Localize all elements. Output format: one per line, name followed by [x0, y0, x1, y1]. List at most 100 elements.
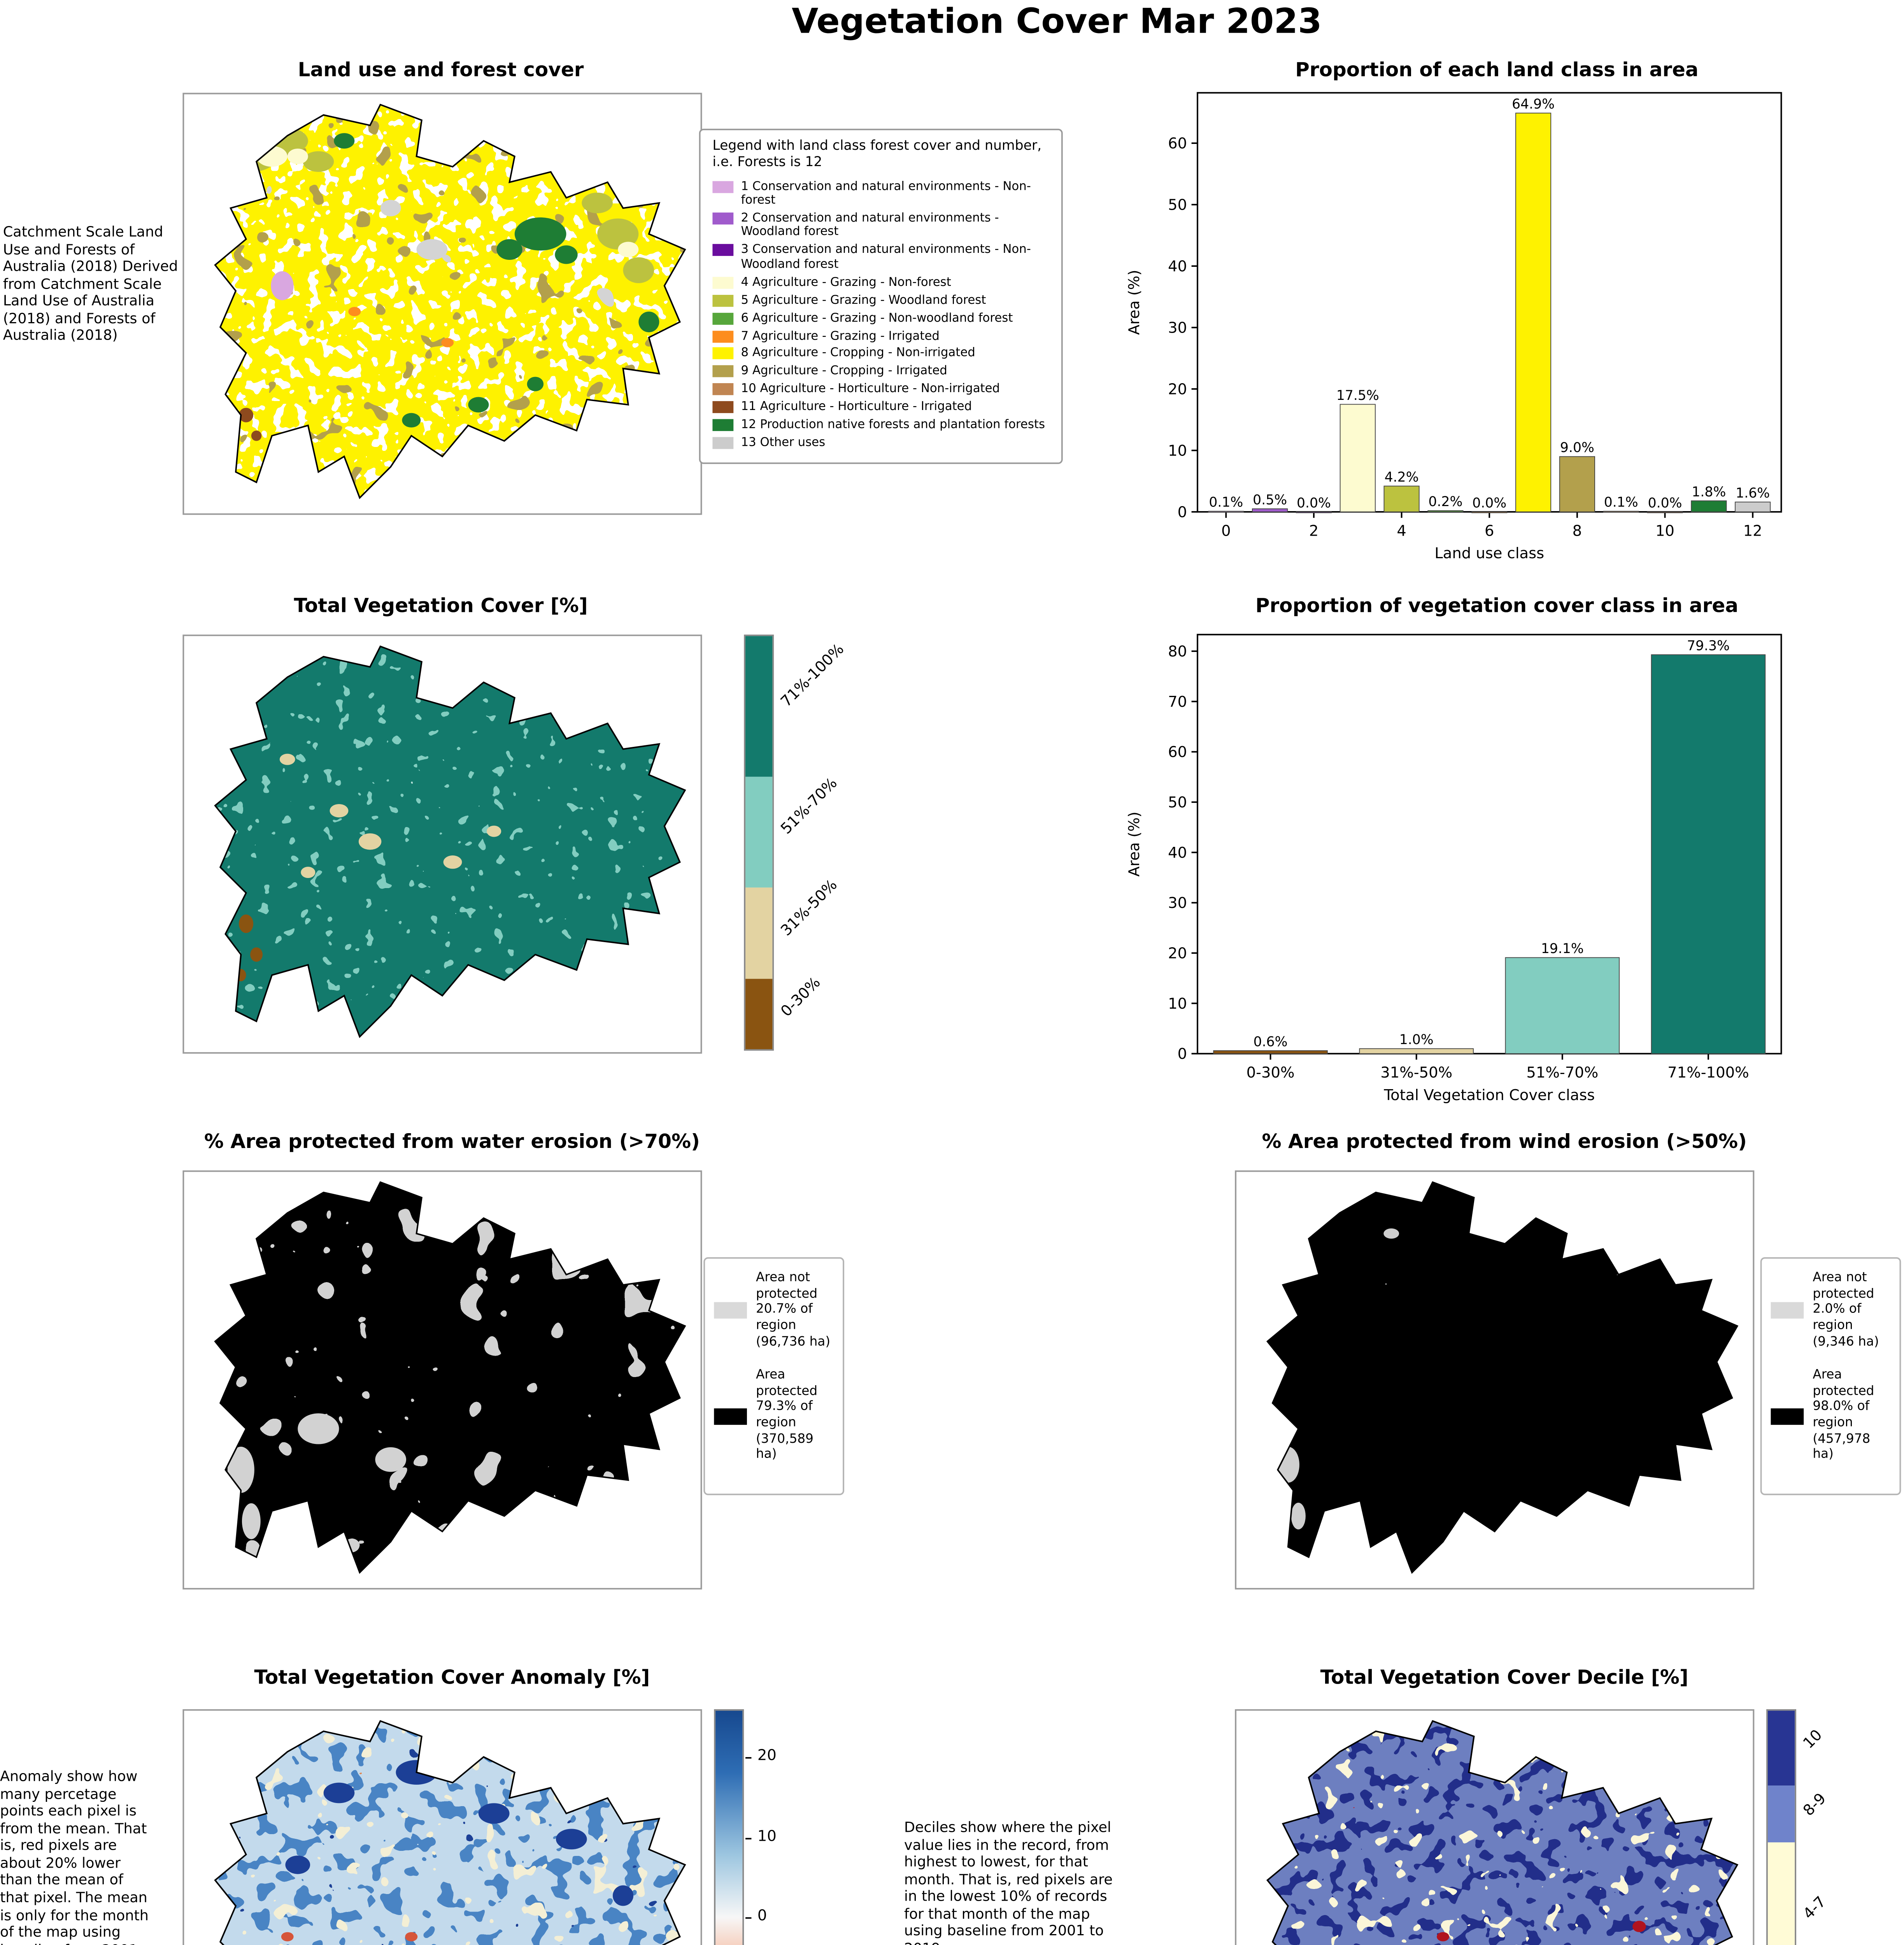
vegcover-map	[182, 634, 702, 1054]
legend-label: 12 Production native forests and plantat…	[741, 418, 1045, 431]
legend-label: 8 Agriculture - Cropping - Non-irrigated	[741, 346, 975, 360]
vegcover-map-title: Total Vegetation Cover [%]	[294, 596, 588, 619]
svg-text:0.1%: 0.1%	[1604, 495, 1638, 510]
svg-text:0.1%: 0.1%	[1209, 495, 1243, 510]
svg-text:8: 8	[1573, 522, 1582, 540]
svg-text:0: 0	[1178, 503, 1187, 521]
svg-text:12: 12	[1743, 522, 1762, 540]
legend-swatch	[712, 276, 734, 289]
svg-text:0: 0	[1178, 1045, 1187, 1063]
colorbar-segment	[745, 636, 773, 777]
legend-swatch	[714, 1302, 747, 1319]
legend-swatch	[712, 244, 734, 257]
legend-label: 6 Agriculture - Grazing - Non-woodland f…	[741, 310, 1013, 324]
landclass-chart-title: Proportion of each land class in area	[1295, 60, 1699, 82]
svg-text:20: 20	[1168, 380, 1187, 398]
svg-text:Total Vegetation Cover class: Total Vegetation Cover class	[1383, 1086, 1595, 1104]
legend-item: 6 Agriculture - Grazing - Non-woodland f…	[712, 311, 1049, 325]
landuse-legend: Legend with land class forest cover and …	[699, 128, 1063, 464]
legend-item: 4 Agriculture - Grazing - Non-forest	[712, 275, 1049, 289]
legend-swatch	[712, 294, 734, 307]
svg-text:4.2%: 4.2%	[1385, 470, 1419, 485]
legend-swatch	[712, 384, 734, 396]
svg-text:Land use class: Land use class	[1434, 545, 1544, 562]
water-erosion-legend: Area not protected 20.7% of region (96,7…	[703, 1257, 844, 1495]
legend-label: 5 Agriculture - Grazing - Woodland fores…	[741, 293, 986, 307]
legend-item: 9 Agriculture - Cropping - Irrigated	[712, 364, 1049, 378]
svg-text:4: 4	[1397, 522, 1406, 540]
svg-text:10: 10	[1655, 522, 1674, 540]
legend-item: Area not protected 2.0% of region (9,346…	[1771, 1271, 1891, 1350]
wind-erosion-legend: Area not protected 2.0% of region (9,346…	[1760, 1257, 1901, 1495]
svg-text:20: 20	[1168, 944, 1187, 962]
svg-text:0: 0	[1221, 522, 1231, 540]
anomaly-colorbar	[714, 1709, 744, 1945]
legend-label: 7 Agriculture - Grazing - Irrigated	[741, 328, 940, 342]
colorbar-tick-label: 20	[757, 1748, 777, 1765]
legend-item: 13 Other uses	[712, 436, 1049, 450]
svg-text:0-30%: 0-30%	[1247, 1064, 1295, 1081]
decile-map	[1235, 1709, 1755, 1945]
colorbar-segment	[1767, 1785, 1795, 1843]
svg-text:50: 50	[1168, 794, 1187, 811]
legend-label: Area protected 79.3% of region (370,589 …	[756, 1368, 818, 1463]
colorbar-segment	[1767, 1843, 1795, 1945]
legend-item: 5 Agriculture - Grazing - Woodland fores…	[712, 293, 1049, 307]
svg-text:0.5%: 0.5%	[1253, 492, 1287, 508]
legend-swatch	[712, 437, 734, 449]
svg-text:60: 60	[1168, 135, 1187, 152]
legend-label: Area protected 98.0% of region (457,978 …	[1813, 1368, 1874, 1463]
svg-text:31%-50%: 31%-50%	[1380, 1064, 1452, 1081]
colorbar-tick-label: 10	[757, 1828, 777, 1845]
legend-item: Area protected 79.3% of region (370,589 …	[714, 1368, 834, 1463]
legend-item: Area protected 98.0% of region (457,978 …	[1771, 1368, 1891, 1463]
svg-text:64.9%: 64.9%	[1512, 96, 1555, 112]
svg-text:0.0%: 0.0%	[1648, 495, 1682, 511]
legend-label: 13 Other uses	[741, 436, 826, 449]
svg-text:0.2%: 0.2%	[1428, 494, 1462, 510]
svg-text:30: 30	[1168, 319, 1187, 336]
svg-text:80: 80	[1168, 643, 1187, 660]
legend-item: 3 Conservation and natural environments …	[712, 243, 1049, 272]
colorbar-label: 10	[1801, 1727, 1826, 1753]
legend-label: Area not protected 20.7% of region (96,7…	[756, 1270, 831, 1349]
legend-swatch	[1771, 1407, 1804, 1424]
svg-text:40: 40	[1168, 844, 1187, 862]
colorbar-label: 51%-70%	[778, 775, 841, 838]
legend-label: 4 Agriculture - Grazing - Non-forest	[741, 275, 951, 289]
vegclass-chart-title: Proportion of vegetation cover class in …	[1255, 596, 1739, 619]
landuse-map	[182, 93, 702, 515]
vegcover-colorbar-labels: 71%-100% 51%-70% 31%-50% 0-30%	[778, 634, 874, 1051]
landuse-map-title: Land use and forest cover	[298, 60, 584, 82]
landuse-legend-items: 1 Conservation and natural environments …	[712, 179, 1049, 450]
colorbar-label: 71%-100%	[778, 642, 848, 711]
legend-swatch	[712, 212, 734, 225]
svg-text:6: 6	[1485, 522, 1494, 540]
svg-text:2: 2	[1309, 522, 1318, 540]
svg-text:10: 10	[1168, 442, 1187, 459]
svg-text:0.0%: 0.0%	[1472, 495, 1506, 511]
legend-swatch	[712, 401, 734, 414]
svg-text:60: 60	[1168, 743, 1187, 761]
vegcover-colorbar	[744, 634, 774, 1051]
legend-item: 7 Agriculture - Grazing - Irrigated	[712, 329, 1049, 343]
colorbar-label: 8-9	[1801, 1790, 1830, 1819]
svg-text:40: 40	[1168, 258, 1187, 275]
water-erosion-title: % Area protected from water erosion (>70…	[204, 1131, 700, 1154]
svg-text:0.0%: 0.0%	[1297, 495, 1331, 511]
legend-item: 2 Conservation and natural environments …	[712, 211, 1049, 239]
svg-text:9.0%: 9.0%	[1560, 440, 1594, 456]
legend-label: 1 Conservation and natural environments …	[741, 179, 1031, 207]
svg-text:Area (%): Area (%)	[1126, 811, 1143, 876]
landclass-bar-chart: 0 10 20 30 40 50 60 0 2 4 6 8 10 12 0.1% 0.5% 0.0% 17.5% 4…	[1126, 92, 1782, 562]
legend-swatch	[712, 180, 734, 193]
landuse-legend-title: Legend with land class forest cover and …	[712, 139, 1042, 170]
svg-text:50: 50	[1168, 196, 1187, 214]
legend-label: 9 Agriculture - Cropping - Irrigated	[741, 364, 947, 378]
legend-item: 10 Agriculture - Horticulture - Non-irri…	[712, 382, 1049, 396]
svg-text:19.1%: 19.1%	[1541, 941, 1584, 957]
svg-text:10: 10	[1168, 995, 1187, 1013]
legend-label: 11 Agriculture - Horticulture - Irrigate…	[741, 400, 972, 414]
anomaly-map-title: Total Vegetation Cover Anomaly [%]	[254, 1667, 650, 1690]
